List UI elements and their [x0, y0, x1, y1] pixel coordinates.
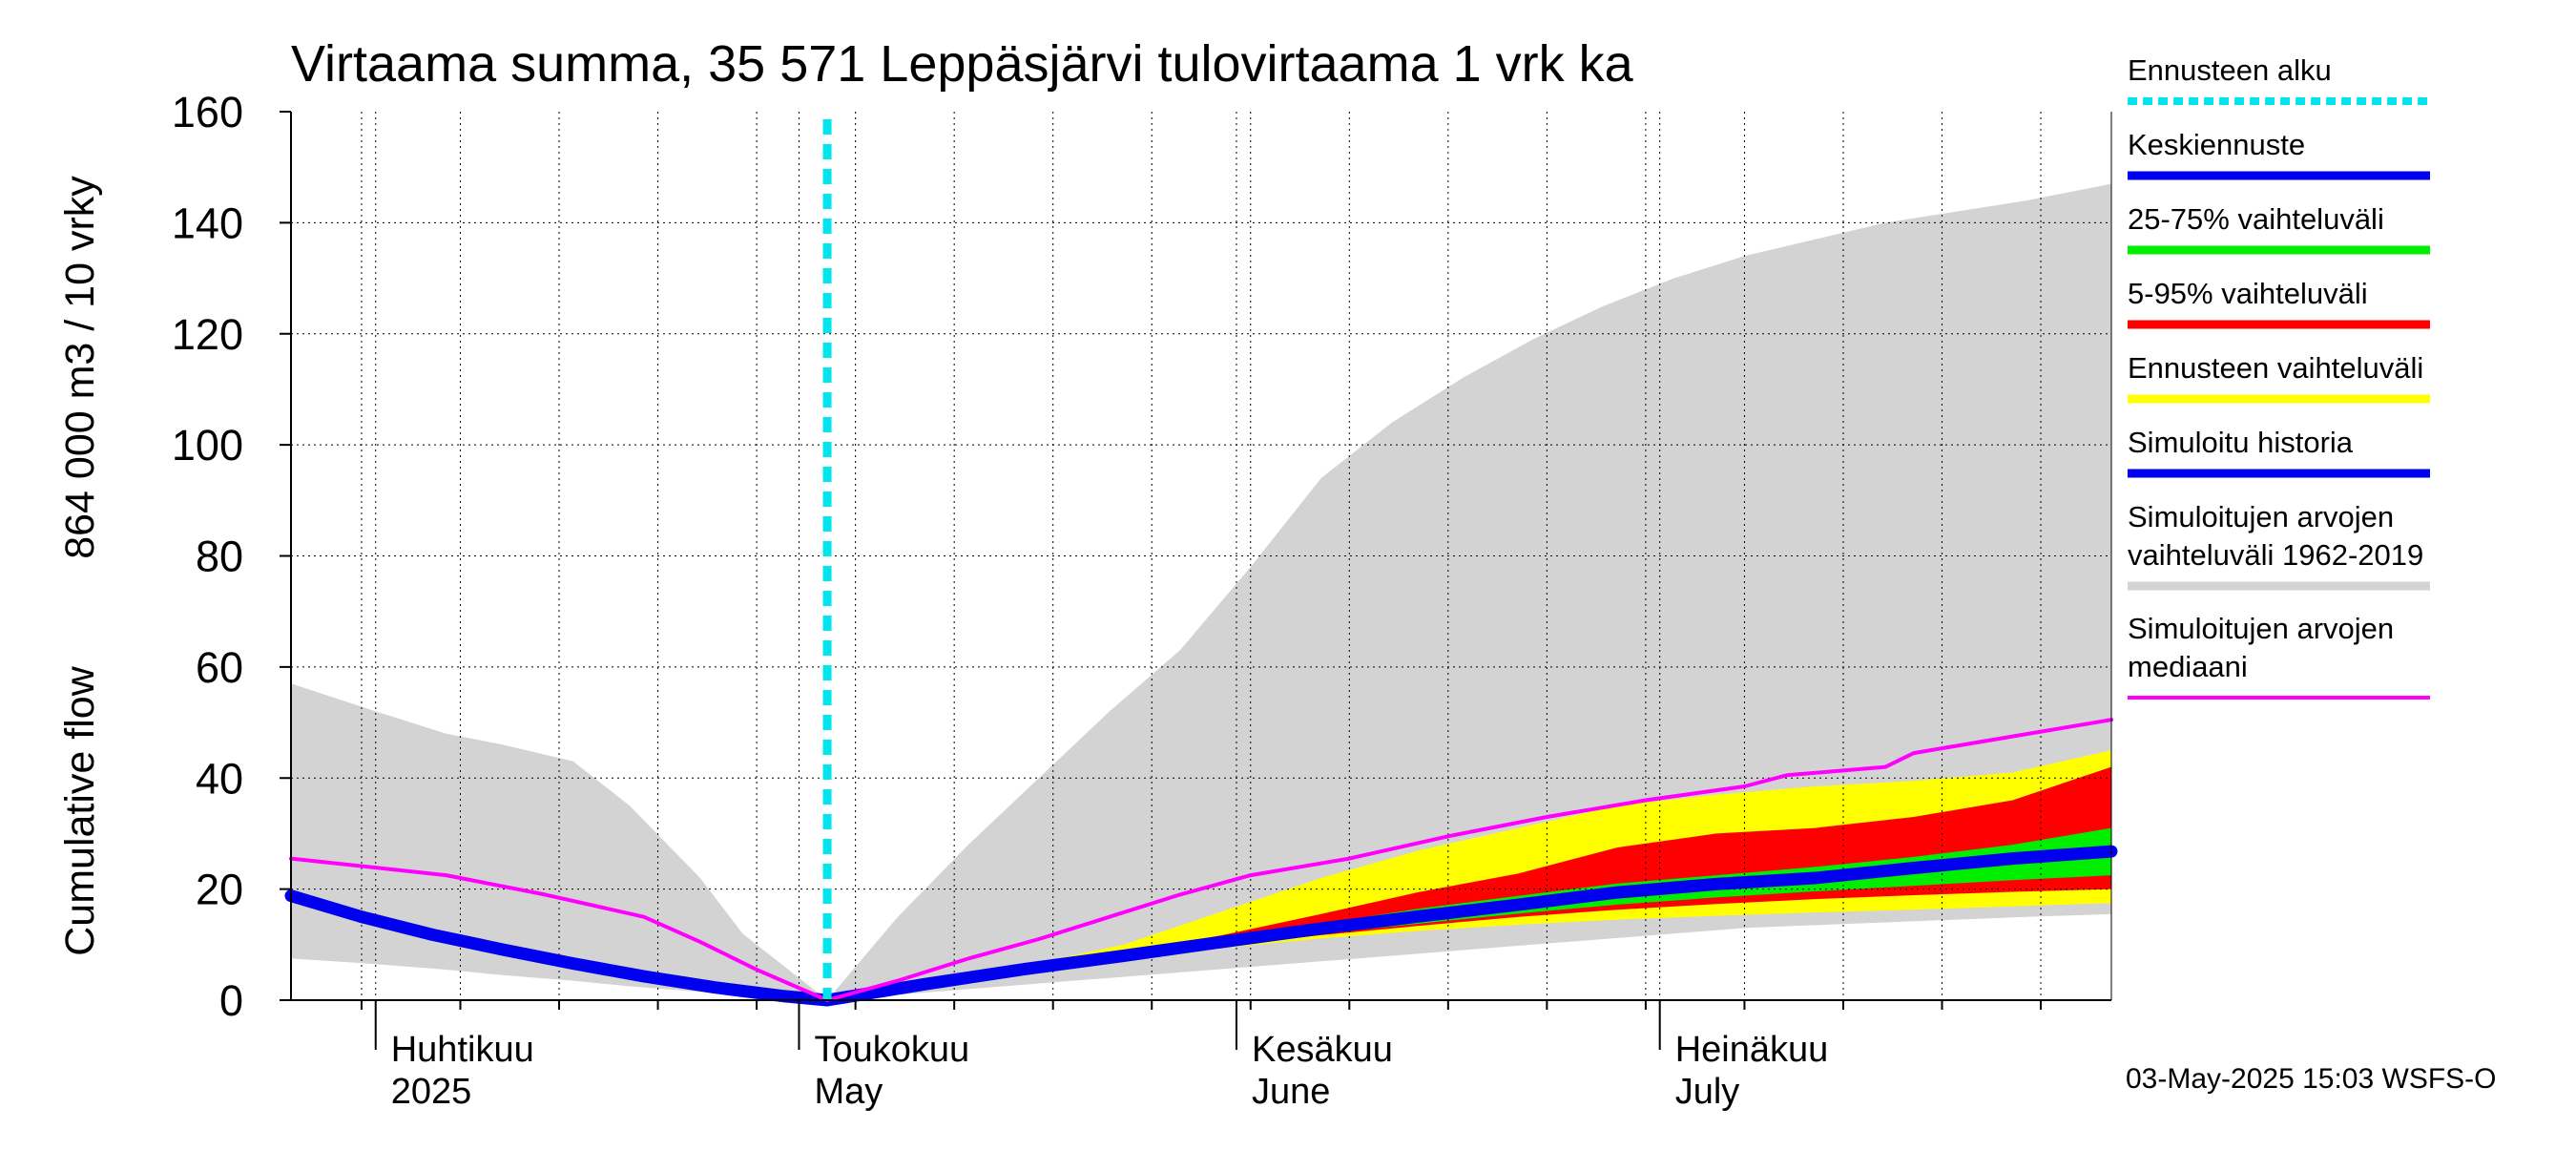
chart-text: Virtaama summa, 35 571 Leppäsjärvi tulov… — [57, 35, 2497, 1112]
y-tick-label: 140 — [172, 199, 243, 247]
timestamp-label: 03-May-2025 15:03 WSFS-O — [2126, 1063, 2497, 1095]
legend: Ennusteen alku Keskiennuste 25-75% vaihtel… — [2128, 53, 2430, 700]
y-axis-label-line2: 864 000 m3 / 10 vrky — [57, 176, 103, 559]
band-ennusteen-vaihteluv-li — [827, 750, 2111, 1000]
band-simuloitujen-arvojen-vaihteluv-li-1962-2019 — [291, 183, 2111, 1001]
band-5-95-vaihteluv-li — [827, 766, 2111, 1000]
legend-label: Simuloitu historia — [2128, 426, 2354, 459]
chart-grid — [291, 112, 2111, 1000]
legend-label: Simuloitujen arvojen — [2128, 612, 2394, 645]
month-label-en: June — [1252, 1072, 1330, 1112]
y-tick-label: 80 — [196, 533, 243, 581]
legend-label: Keskiennuste — [2128, 128, 2305, 161]
legend-label: 25-75% vaihteluväli — [2128, 202, 2384, 236]
legend-label: 5-95% vaihteluväli — [2128, 277, 2368, 310]
chart-lines — [284, 119, 2118, 1007]
series-simuloitu-historia — [284, 889, 834, 1007]
month-label-en: May — [814, 1072, 883, 1112]
y-tick-label: 60 — [196, 643, 243, 692]
legend-label: Ennusteen vaihteluväli — [2128, 351, 2423, 385]
legend-label: mediaani — [2128, 650, 2248, 683]
y-tick-label: 0 — [219, 976, 243, 1025]
legend-label: vaihteluväli 1962-2019 — [2128, 538, 2423, 572]
series-keskiennuste — [821, 845, 2118, 1007]
month-label-fi: Toukokuu — [814, 1030, 969, 1070]
month-label-en: 2025 — [391, 1072, 472, 1112]
month-label-fi: Heinäkuu — [1675, 1030, 1829, 1070]
chart-title: Virtaama summa, 35 571 Leppäsjärvi tulov… — [291, 35, 1634, 93]
y-tick-label: 120 — [172, 310, 243, 359]
y-tick-label: 100 — [172, 421, 243, 470]
chart-axes — [280, 111, 2112, 1050]
legend-label: Simuloitujen arvojen — [2128, 500, 2394, 533]
month-label-en: July — [1675, 1072, 1740, 1112]
series-simuloitujen-arvojen-mediaani — [289, 718, 2113, 1002]
legend-label: Ennusteen alku — [2128, 53, 2332, 87]
month-label-fi: Kesäkuu — [1252, 1030, 1393, 1070]
y-tick-label: 40 — [196, 754, 243, 803]
y-axis-label-line1: Cumulative flow — [57, 665, 103, 955]
y-tick-label: 20 — [196, 866, 243, 914]
y-tick-label: 160 — [172, 88, 243, 136]
month-label-fi: Huhtikuu — [391, 1030, 534, 1070]
